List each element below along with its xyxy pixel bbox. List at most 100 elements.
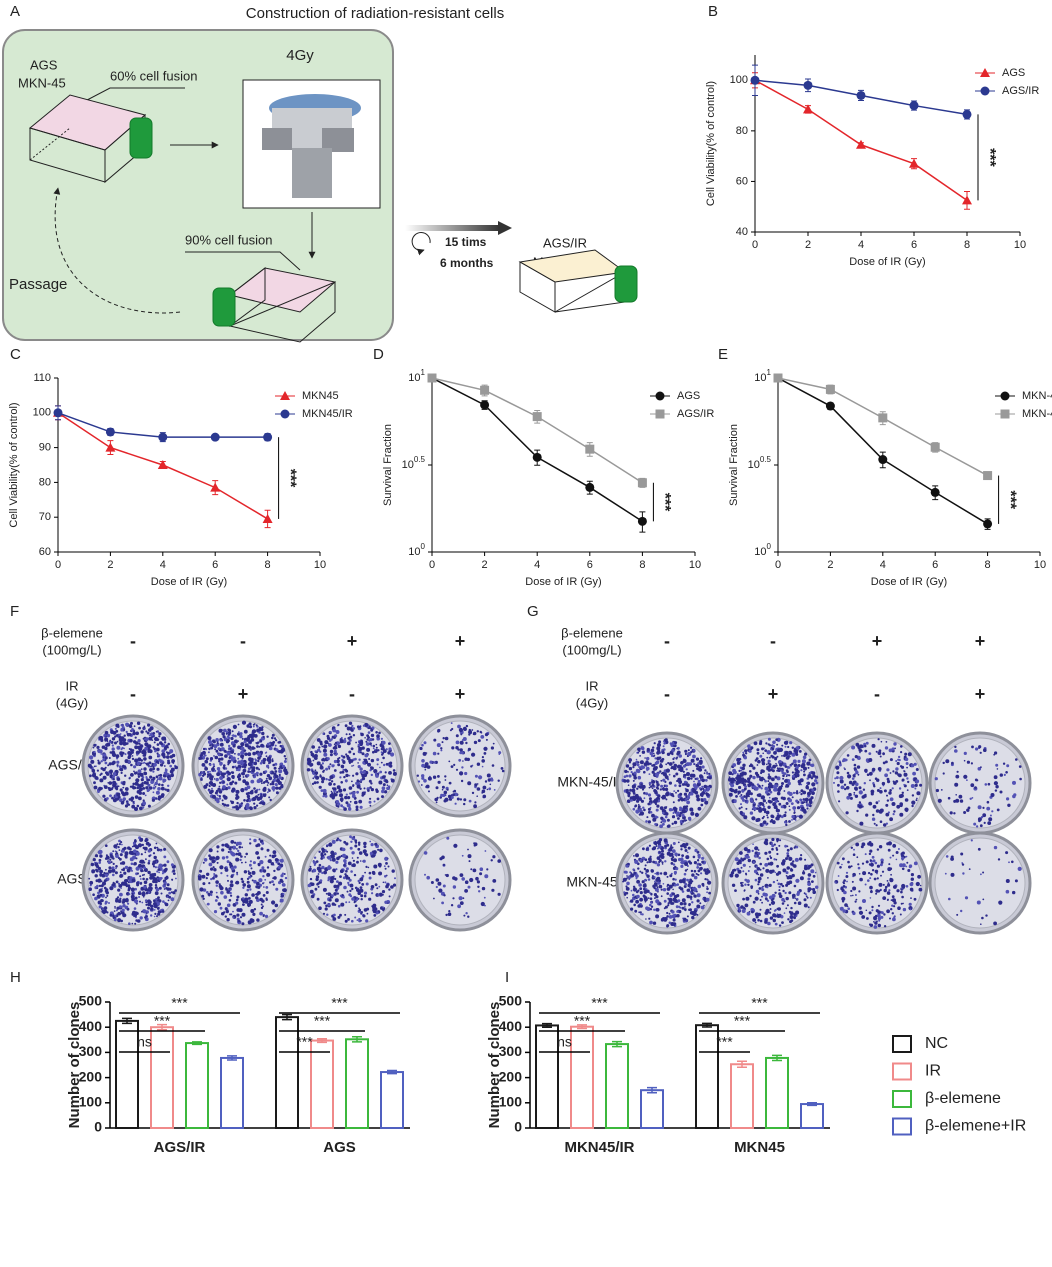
colony xyxy=(110,730,115,734)
colony xyxy=(246,877,250,881)
colony xyxy=(223,895,228,899)
colony xyxy=(643,808,646,812)
colony xyxy=(242,776,245,778)
colony xyxy=(677,789,680,793)
colony xyxy=(219,761,223,766)
colony xyxy=(156,743,159,746)
colony xyxy=(357,841,361,845)
colony xyxy=(148,755,153,760)
significance: *** xyxy=(574,1013,591,1029)
colony xyxy=(851,745,856,750)
colony xyxy=(394,877,396,880)
bar xyxy=(570,1025,594,1130)
colony xyxy=(217,753,221,756)
y-axis-label: Survival Fraction xyxy=(382,424,394,506)
y-axis-label: Number of clones xyxy=(66,1002,83,1129)
colony xyxy=(392,771,397,776)
colony xyxy=(749,799,754,803)
colony xyxy=(153,741,156,744)
colony xyxy=(101,745,106,749)
colony xyxy=(147,906,150,910)
colony xyxy=(162,780,165,783)
colony xyxy=(799,791,801,794)
x-tick-label: 8 xyxy=(639,559,645,571)
colony xyxy=(116,907,119,909)
error-bar xyxy=(282,1013,292,1021)
colony xyxy=(245,792,249,796)
colony xyxy=(805,801,808,804)
bar xyxy=(765,1056,789,1129)
colony xyxy=(207,892,211,896)
colony xyxy=(122,766,125,769)
colony xyxy=(754,786,759,791)
colony xyxy=(328,743,332,747)
colony xyxy=(244,899,248,903)
colony xyxy=(368,742,372,746)
bar xyxy=(730,1063,754,1130)
data-point xyxy=(158,432,168,442)
colony xyxy=(245,897,248,900)
colony xyxy=(934,777,938,781)
colony xyxy=(473,731,477,736)
colony xyxy=(421,763,425,768)
colony xyxy=(630,799,633,802)
colony xyxy=(704,870,709,875)
colony xyxy=(136,919,141,923)
colony xyxy=(705,793,710,797)
bar xyxy=(275,1016,299,1129)
colony xyxy=(677,841,680,844)
colony xyxy=(452,876,456,880)
colony xyxy=(237,723,240,726)
colony xyxy=(157,910,161,913)
bar xyxy=(185,1042,209,1130)
colony xyxy=(656,756,661,761)
colony xyxy=(733,789,738,794)
colony xyxy=(268,762,270,765)
colony xyxy=(107,764,110,767)
colony xyxy=(761,807,765,811)
colony xyxy=(462,760,464,762)
colony xyxy=(986,800,990,804)
colony xyxy=(124,879,128,883)
treatment-sign: - xyxy=(874,684,880,704)
colony xyxy=(265,886,269,889)
colony xyxy=(331,764,335,768)
colony xyxy=(336,856,340,861)
colony xyxy=(170,863,174,867)
colony xyxy=(274,770,278,773)
colony xyxy=(259,762,263,765)
colony xyxy=(799,809,802,811)
colony xyxy=(490,778,494,782)
colony xyxy=(468,728,471,732)
colony xyxy=(489,783,492,786)
colony xyxy=(442,884,446,888)
colony xyxy=(213,744,218,749)
colony xyxy=(762,823,765,826)
colony xyxy=(322,732,325,735)
colony xyxy=(213,910,218,914)
colony xyxy=(333,749,337,753)
colony xyxy=(323,870,327,875)
colony xyxy=(265,898,268,901)
colony xyxy=(699,902,702,905)
colony xyxy=(626,896,628,899)
colony xyxy=(230,750,235,754)
colony xyxy=(144,851,147,854)
colony xyxy=(121,843,123,846)
y-tick-label: 200 xyxy=(499,1068,523,1084)
colony xyxy=(681,890,685,893)
colony xyxy=(853,763,857,767)
colony xyxy=(871,817,876,821)
colony xyxy=(702,787,705,790)
colony xyxy=(125,730,128,734)
colony xyxy=(321,745,324,748)
colony xyxy=(687,816,692,821)
colony xyxy=(274,783,278,786)
colony xyxy=(136,786,139,790)
colony xyxy=(686,915,689,918)
colony xyxy=(116,792,121,797)
colony xyxy=(866,773,870,776)
colony xyxy=(155,887,160,892)
colony xyxy=(313,756,318,760)
colony xyxy=(742,763,746,767)
